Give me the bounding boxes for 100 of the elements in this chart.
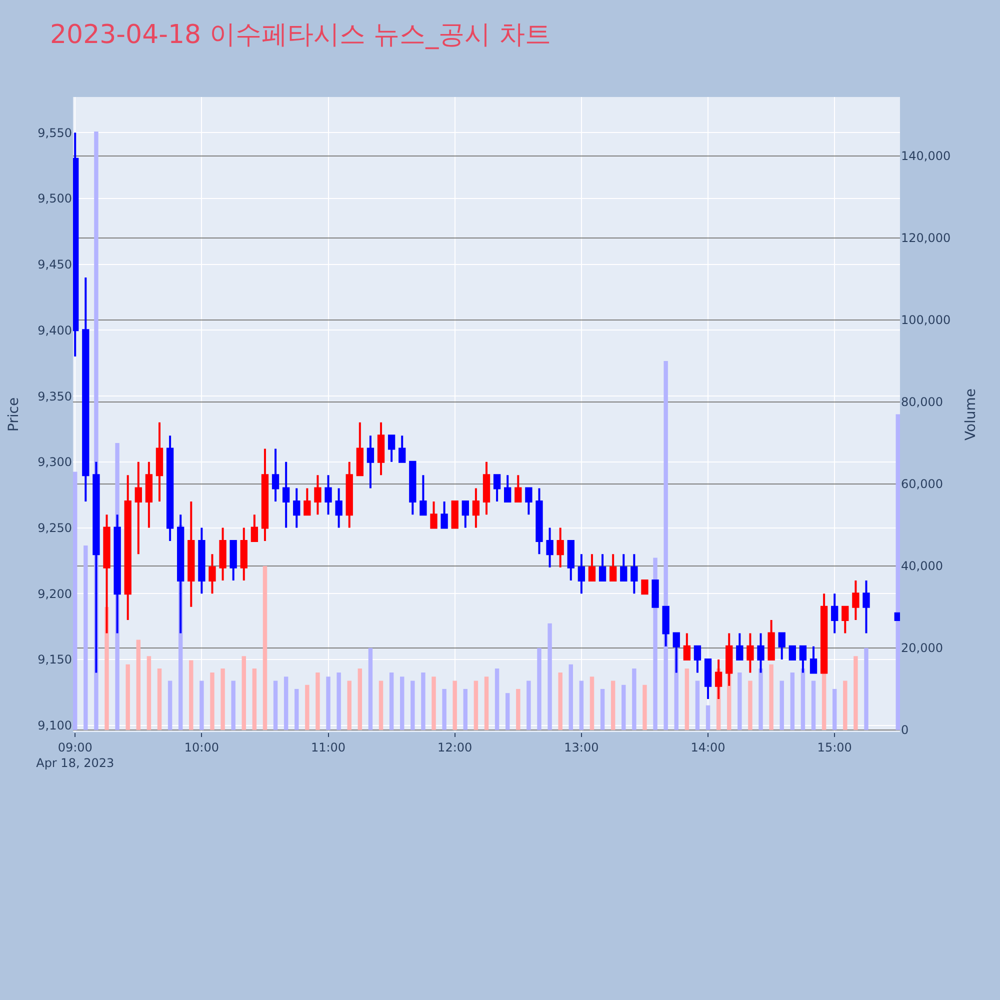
candlestick [610,553,617,582]
bar [568,664,573,730]
candlestick [134,460,142,556]
bar [463,688,468,730]
bar [780,680,784,730]
y2-tick-label: 0 [901,723,909,738]
candlestick [356,421,364,476]
candlestick [420,474,427,516]
y-tick-label: 9,450 [38,258,72,272]
candlestick [293,487,300,529]
candlestick [250,514,258,542]
bar [864,648,868,730]
bar [189,660,194,730]
bar [854,656,858,730]
bar [200,680,204,730]
candlestick [324,474,332,516]
candlestick [304,487,311,516]
bar [157,668,162,730]
y2-tick-label: 100,000 [901,313,951,328]
candlestick [578,553,586,595]
y-tick-label: 9,400 [38,323,72,338]
bar [896,414,900,730]
candlestick [409,460,416,516]
bar [305,684,310,730]
candlestick [662,606,670,648]
bar [389,672,394,730]
candlestick [230,540,237,582]
y2-tick-label: 80,000 [901,395,943,410]
candlestick [768,619,775,661]
bar [706,705,710,730]
candlestick [346,460,353,529]
candlestick [472,487,480,529]
y2-tick-label: 40,000 [901,559,943,574]
bar [432,676,436,730]
x-tick-label: 12:00 [438,740,472,754]
bar [526,680,531,730]
bar [136,640,141,730]
bar [632,668,636,730]
candlestick [652,580,659,608]
bar [505,693,510,730]
candlestick [398,434,406,463]
candlestick [525,487,532,516]
candlestick [894,612,900,622]
y-tick-label: 9,550 [38,126,72,140]
y-tick-label: 9,200 [38,586,72,601]
bar [73,472,78,730]
y2-tick-label: 120,000 [901,231,951,246]
candlestick [852,580,860,622]
bar [284,676,288,730]
y2-tick-label: 20,000 [901,641,943,656]
candlestick [240,526,248,582]
x-tick-label: 10:00 [184,740,219,754]
candlestick [366,434,374,490]
candlestick [493,474,501,502]
bar [800,668,806,730]
candlestick [188,500,195,608]
bar [474,680,478,730]
candlestick [694,645,702,674]
bar [558,672,562,730]
candlestick [198,526,206,595]
candlestick [440,500,448,529]
bar [516,688,520,730]
candlestick [567,540,574,582]
candlestick [335,487,342,529]
bar [590,676,594,730]
bar [358,668,362,730]
bar [378,680,384,730]
candlestick [208,553,216,595]
bar [843,680,848,730]
bar [336,672,341,730]
bar [610,680,616,730]
x-tick-label: 15:00 [817,740,852,754]
bar [252,668,257,730]
candlestick [430,500,438,529]
candlestick [82,276,90,502]
bar [600,688,605,730]
bar [442,688,446,730]
bar [790,672,795,730]
candlestick [746,632,754,674]
bar [126,664,130,730]
x-tick-label: 11:00 [310,740,346,754]
bar [231,680,236,730]
bar [664,361,668,730]
candlestick [156,421,164,502]
y-tick-label: 9,300 [38,455,72,470]
bar [347,680,352,730]
candlestick [630,553,638,595]
candlestick [261,448,269,542]
candlestick [704,658,712,700]
bar [273,680,278,730]
y-tick-label: 9,350 [38,389,72,404]
candlestick [810,645,818,674]
candlestick [588,553,596,582]
bar [537,648,542,730]
candlestick [788,645,796,661]
bar [104,606,109,730]
x-tick-label: 14:00 [690,740,726,754]
candlestick [536,487,543,556]
bar [822,672,826,730]
candlestick [451,500,458,529]
